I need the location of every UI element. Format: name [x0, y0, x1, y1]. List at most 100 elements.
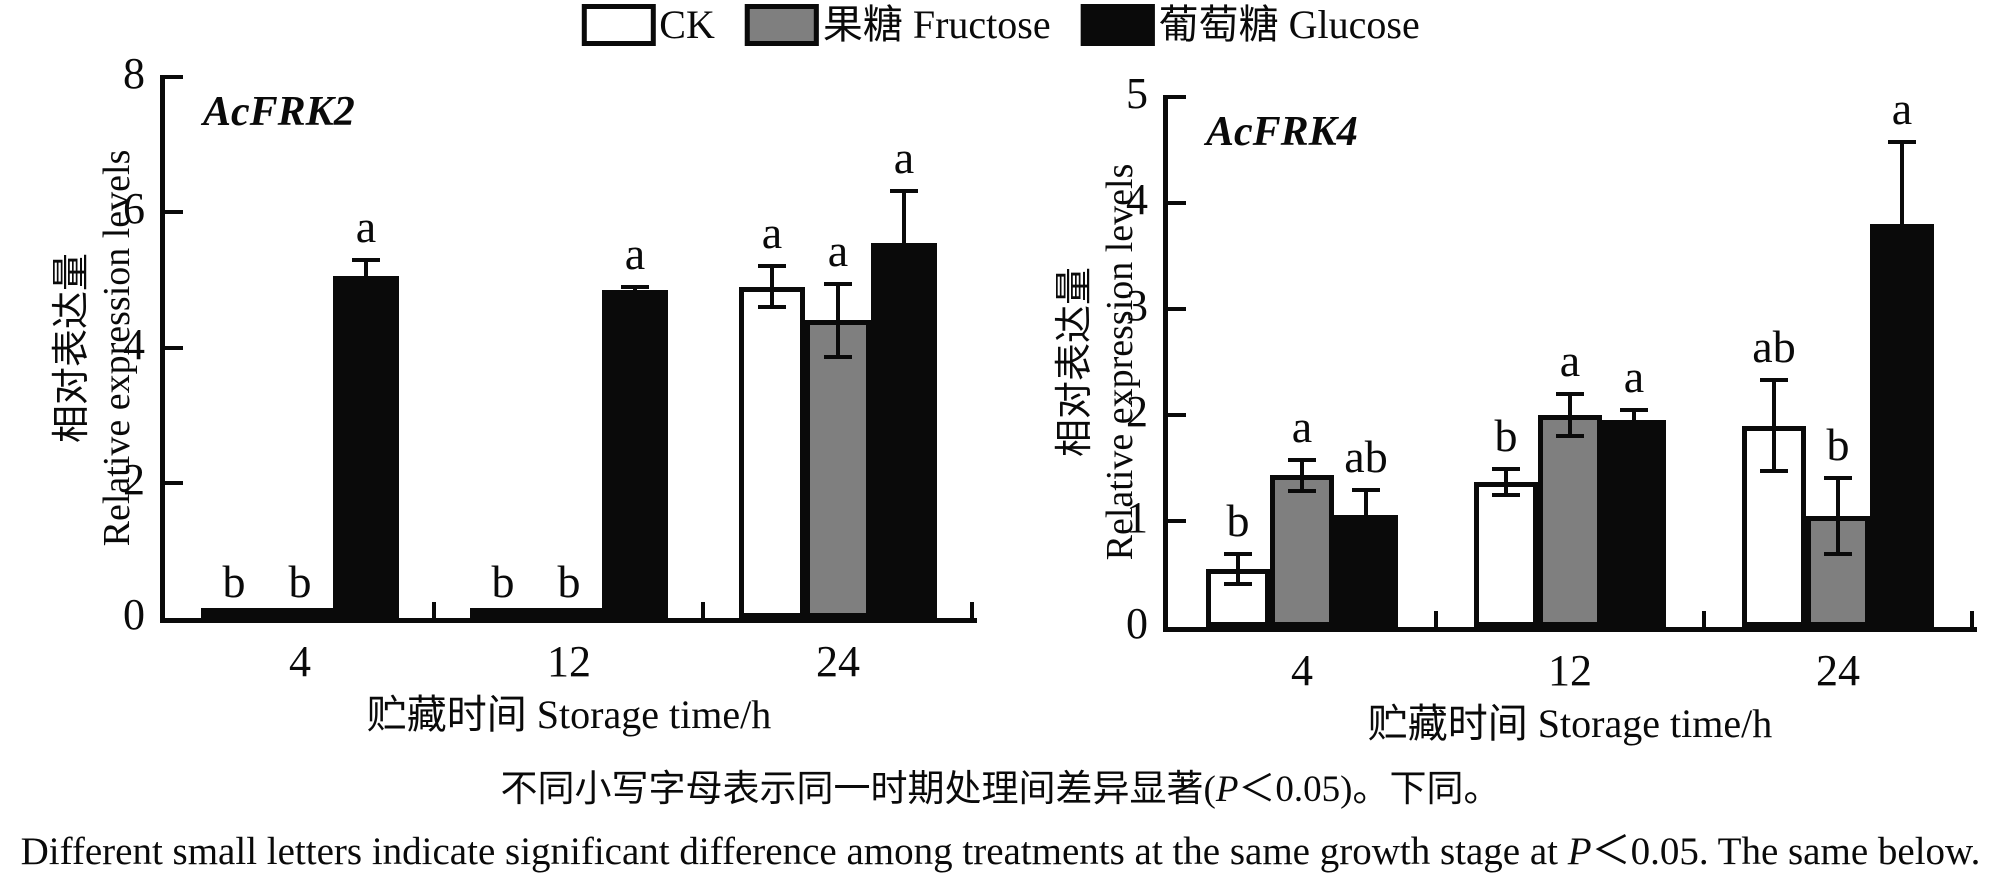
y-axis-label: 相对表达量 Relative expression levels [1053, 164, 1143, 561]
y-tick-label: 1 [1126, 493, 1148, 542]
error-bar-line [1236, 554, 1240, 584]
y-tick [165, 210, 183, 214]
x-axis-line [1163, 627, 1977, 632]
x-boundary-tick [701, 602, 705, 618]
error-bar-cap [352, 291, 380, 295]
error-bar-cap [890, 293, 918, 297]
error-bar-cap [758, 264, 786, 268]
x-tick-label: 4 [289, 637, 311, 686]
y-axis-label-line: 相对表达量 [1054, 267, 1097, 458]
y-tick [1168, 95, 1186, 99]
significance-letter: a [1623, 351, 1645, 402]
significance-letter: ab [1344, 431, 1388, 482]
error-bar-cap [890, 189, 918, 193]
error-bar-cap [1224, 582, 1252, 586]
significance-letter: b [491, 556, 515, 607]
y-tick-label: 0 [123, 590, 145, 639]
bar-葡萄糖 Glucose-4 [1334, 515, 1398, 627]
y-tick [1168, 201, 1186, 205]
legend-item-0: CK [581, 4, 715, 46]
error-bar-line [1504, 469, 1508, 494]
y-tick-label: 2 [123, 455, 145, 504]
error-bar-cap [824, 282, 852, 286]
error-bar-cap [352, 258, 380, 262]
error-bar-cap [1492, 493, 1520, 497]
bar-CK-12 [1474, 482, 1538, 627]
bar-CK-12 [470, 608, 536, 618]
y-tick [1168, 413, 1186, 417]
x-boundary-tick [1970, 611, 1974, 627]
error-bar-line [1836, 478, 1840, 554]
significance-letter: b [288, 556, 312, 607]
significance-letter: b [1494, 410, 1518, 461]
error-bar-cap [824, 355, 852, 359]
error-bar-cap [1824, 476, 1852, 480]
error-bar-cap [621, 291, 649, 295]
legend-swatch-icon [1080, 4, 1155, 46]
significance-letter: a [1891, 83, 1913, 134]
x-tick-label: 12 [547, 637, 591, 686]
legend-item-2: 葡萄糖 Glucose [1080, 4, 1420, 46]
error-bar-cap [1620, 408, 1648, 412]
error-bar-line [1568, 394, 1572, 436]
error-bar-line [633, 287, 637, 294]
legend: CK 果糖 Fructose 葡萄糖 Glucose [581, 4, 1420, 46]
bar-果糖 Fructose-4 [1270, 475, 1334, 627]
x-tick-label: 24 [816, 637, 860, 686]
bar-葡萄糖 Glucose-24 [871, 243, 937, 618]
x-boundary-tick [1702, 611, 1706, 627]
error-bar-cap [1288, 489, 1316, 493]
y-axis-label-line: Relative expression levels [96, 149, 138, 547]
legend-swatch-icon [744, 4, 819, 46]
significance-letter: b [557, 556, 581, 607]
error-bar-line [836, 284, 840, 357]
error-bar-line [902, 191, 906, 295]
error-bar-line [1772, 380, 1776, 471]
y-tick [165, 75, 183, 79]
y-tick-label: 0 [1126, 599, 1148, 648]
x-boundary-tick [970, 602, 974, 618]
bar-果糖 Fructose-24 [805, 320, 871, 618]
significance-letter: a [355, 201, 377, 252]
error-bar-cap [1352, 488, 1380, 492]
error-bar-cap [1760, 469, 1788, 473]
y-axis-label-line: 相对表达量 [51, 253, 94, 444]
bar-葡萄糖 Glucose-12 [602, 290, 668, 618]
y-tick-label: 4 [123, 320, 145, 369]
error-bar-cap [1888, 305, 1916, 309]
y-axis-line [1163, 95, 1168, 632]
error-bar-cap [1224, 552, 1252, 556]
legend-swatch-icon [581, 4, 656, 46]
legend-item-1: 果糖 Fructose [744, 4, 1051, 46]
bar-葡萄糖 Glucose-12 [1602, 420, 1666, 627]
bar-CK-4 [201, 608, 267, 618]
bar-果糖 Fructose-4 [267, 608, 333, 618]
x-tick-label: 12 [1548, 646, 1592, 695]
caption-line-2: Different small letters indicate signifi… [20, 830, 1981, 873]
error-bar-line [1300, 460, 1304, 492]
bar-果糖 Fructose-12 [536, 608, 602, 618]
significance-letter: a [1559, 335, 1581, 386]
y-axis-label: 相对表达量 Relative expression levels [50, 150, 140, 547]
error-bar-line [1364, 490, 1368, 539]
significance-letter: ab [1752, 321, 1796, 372]
error-bar-cap [1888, 140, 1916, 144]
significance-letter: b [1826, 419, 1850, 470]
error-bar-line [1900, 142, 1904, 307]
significance-letter: b [222, 556, 246, 607]
y-tick-label: 5 [1126, 69, 1148, 118]
significance-letter: a [761, 207, 783, 258]
significance-letter: a [624, 228, 646, 279]
chart-title: AcFRK2 [203, 89, 355, 135]
bar-果糖 Fructose-12 [1538, 415, 1602, 627]
error-bar-cap [1824, 552, 1852, 556]
error-bar-cap [1556, 392, 1584, 396]
significance-letter: a [1291, 401, 1313, 452]
error-bar-cap [758, 305, 786, 309]
y-tick-label: 3 [1126, 281, 1148, 330]
significance-letter: b [1226, 495, 1250, 546]
y-axis-line [160, 75, 165, 623]
error-bar-cap [1492, 467, 1520, 471]
y-tick [1168, 519, 1186, 523]
